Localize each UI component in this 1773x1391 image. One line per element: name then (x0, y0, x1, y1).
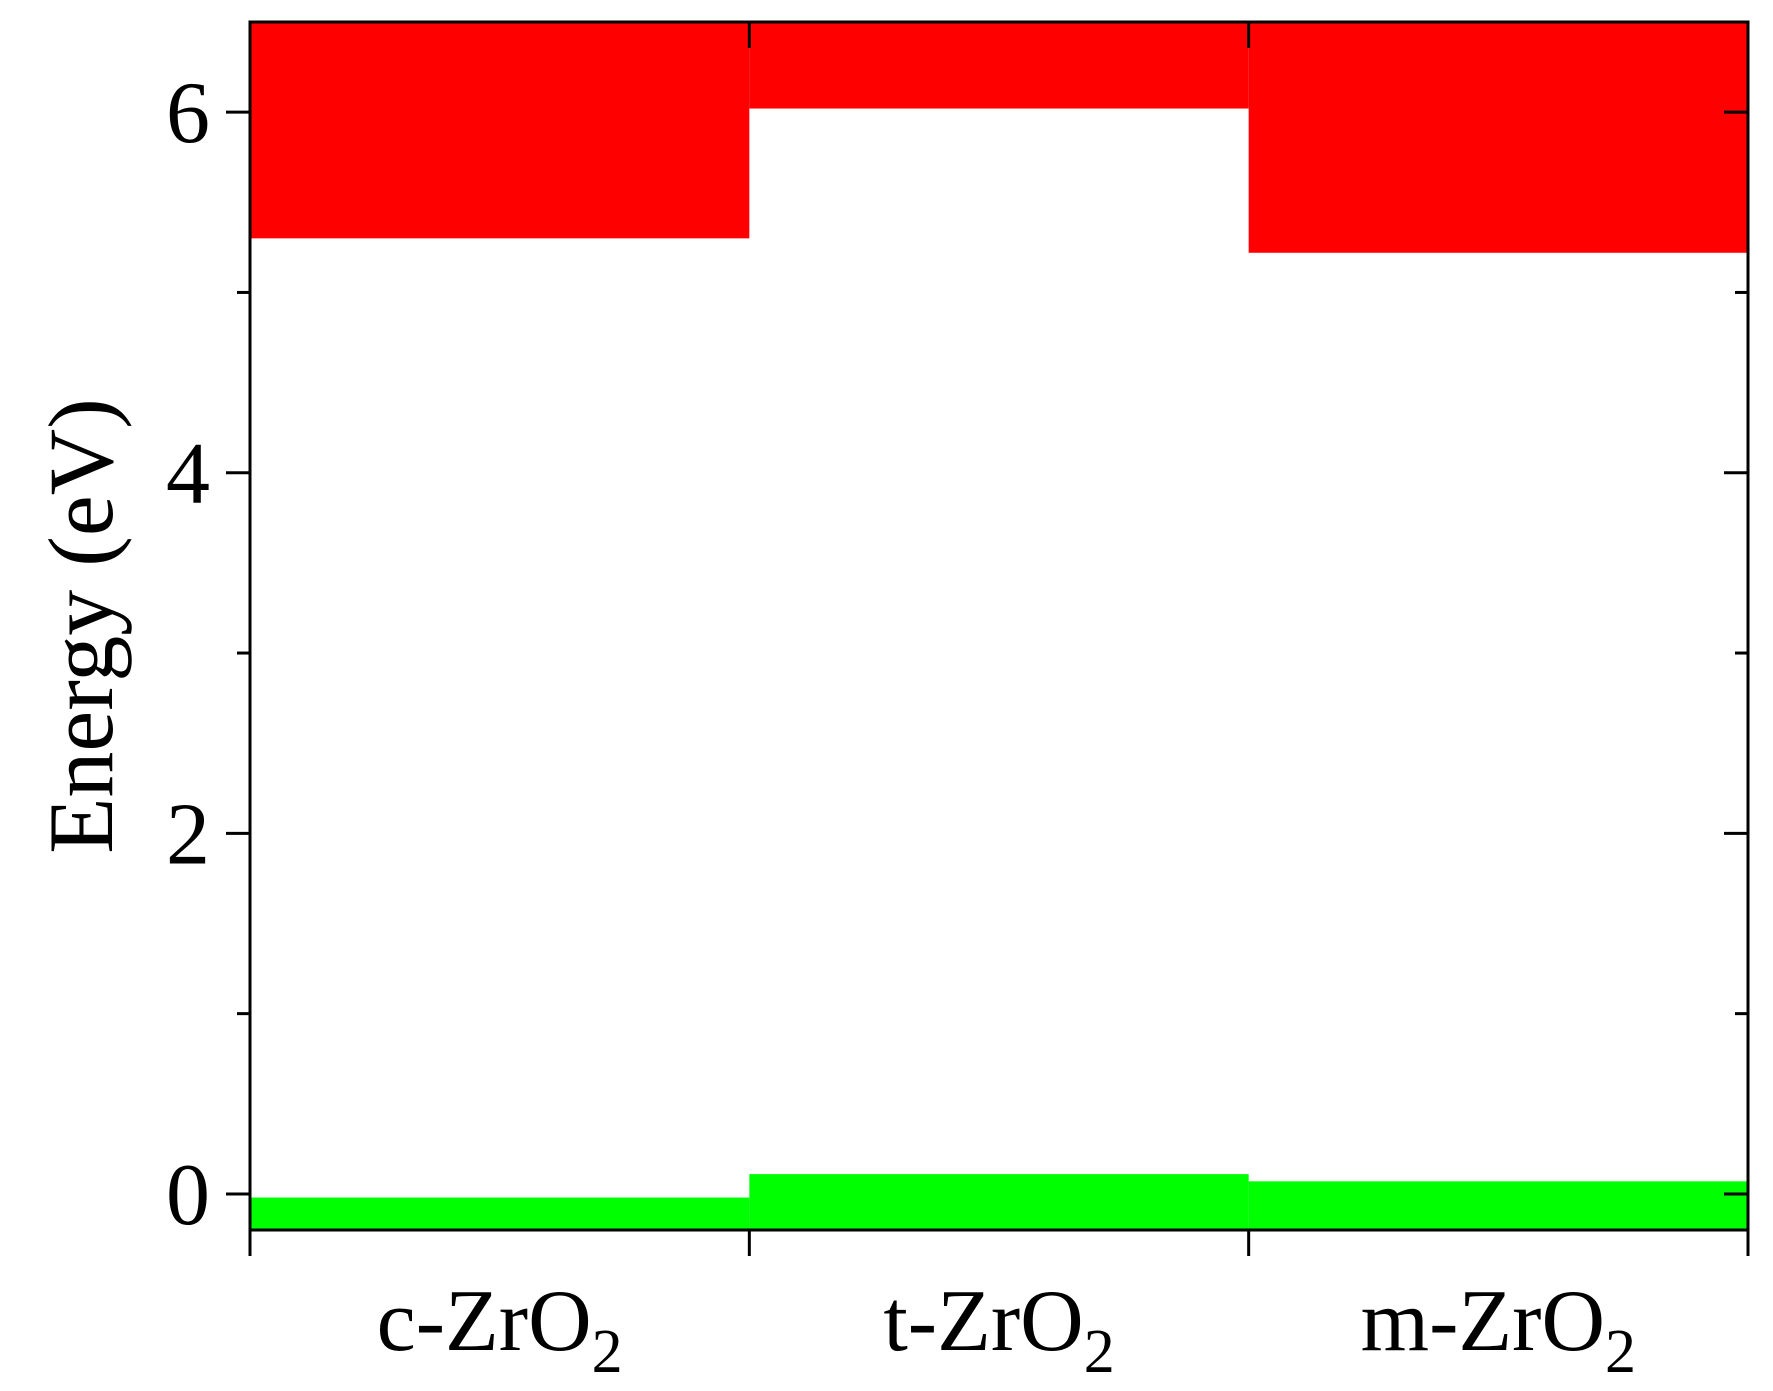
category-label-subscript: 2 (1084, 1318, 1115, 1386)
category-label-main: m-ZrO (1361, 1273, 1605, 1370)
ytick-label-1: 2 (166, 786, 210, 883)
category-label-subscript: 2 (1605, 1318, 1636, 1386)
band-0-0 (250, 22, 750, 239)
band-1-2 (1248, 1181, 1748, 1230)
plot-frame (248, 20, 1750, 1232)
ytick-label-2: 4 (166, 426, 210, 523)
band-1-0 (250, 1197, 750, 1230)
category-label-main: t-ZrO (883, 1273, 1083, 1370)
ytick-label-0: 0 (166, 1147, 210, 1244)
band-1-1 (749, 1174, 1249, 1230)
axes-layer (226, 20, 1750, 1256)
category-label-1: t-ZrO2 (883, 1273, 1114, 1386)
ytick-label-3: 6 (166, 65, 210, 162)
y-axis-title: Energy (eV) (30, 398, 132, 854)
bands-layer (250, 22, 1748, 1230)
band-0-1 (749, 22, 1249, 109)
band-0-2 (1248, 22, 1748, 253)
category-label-main: c-ZrO (377, 1273, 592, 1370)
category-label-2: m-ZrO2 (1361, 1273, 1636, 1386)
category-label-subscript: 2 (592, 1318, 623, 1386)
category-label-0: c-ZrO2 (377, 1273, 623, 1386)
